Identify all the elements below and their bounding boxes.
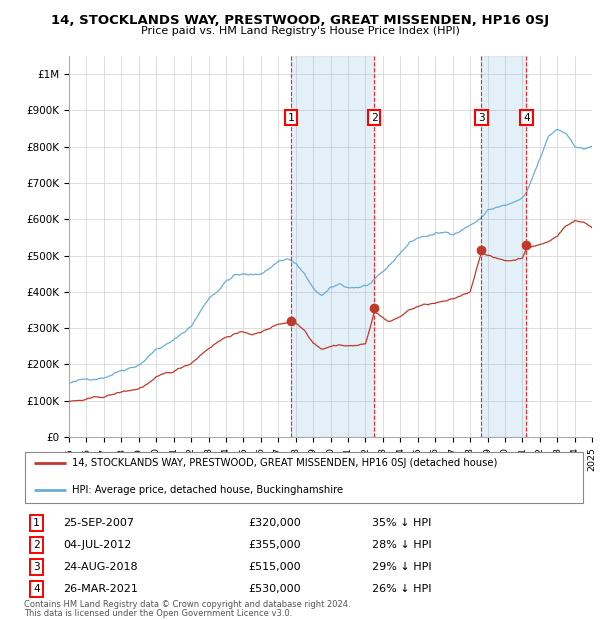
Text: 1: 1 — [33, 518, 40, 528]
Text: £530,000: £530,000 — [248, 584, 301, 594]
Text: £515,000: £515,000 — [248, 562, 301, 572]
Bar — [481, 56, 526, 437]
Text: 35% ↓ HPI: 35% ↓ HPI — [372, 518, 431, 528]
Text: 14, STOCKLANDS WAY, PRESTWOOD, GREAT MISSENDEN, HP16 0SJ (detached house): 14, STOCKLANDS WAY, PRESTWOOD, GREAT MIS… — [71, 458, 497, 468]
FancyBboxPatch shape — [25, 452, 583, 503]
Text: 29% ↓ HPI: 29% ↓ HPI — [372, 562, 431, 572]
Text: 26% ↓ HPI: 26% ↓ HPI — [372, 584, 431, 594]
Text: 14, STOCKLANDS WAY, PRESTWOOD, GREAT MISSENDEN, HP16 0SJ: 14, STOCKLANDS WAY, PRESTWOOD, GREAT MIS… — [51, 14, 549, 27]
Text: This data is licensed under the Open Government Licence v3.0.: This data is licensed under the Open Gov… — [24, 609, 292, 618]
Text: £355,000: £355,000 — [248, 540, 301, 550]
Text: 2: 2 — [371, 113, 377, 123]
Text: 28% ↓ HPI: 28% ↓ HPI — [372, 540, 431, 550]
Text: 3: 3 — [478, 113, 485, 123]
Text: £320,000: £320,000 — [248, 518, 301, 528]
Text: 24-AUG-2018: 24-AUG-2018 — [63, 562, 138, 572]
Text: Contains HM Land Registry data © Crown copyright and database right 2024.: Contains HM Land Registry data © Crown c… — [24, 600, 350, 609]
Text: HPI: Average price, detached house, Buckinghamshire: HPI: Average price, detached house, Buck… — [71, 485, 343, 495]
Text: 4: 4 — [523, 113, 530, 123]
Text: 3: 3 — [33, 562, 40, 572]
Text: 04-JUL-2012: 04-JUL-2012 — [63, 540, 131, 550]
Text: Price paid vs. HM Land Registry's House Price Index (HPI): Price paid vs. HM Land Registry's House … — [140, 26, 460, 36]
Text: 2: 2 — [33, 540, 40, 550]
Text: 1: 1 — [287, 113, 295, 123]
Text: 25-SEP-2007: 25-SEP-2007 — [63, 518, 134, 528]
Bar — [291, 56, 374, 437]
Text: 26-MAR-2021: 26-MAR-2021 — [63, 584, 138, 594]
Text: 4: 4 — [33, 584, 40, 594]
